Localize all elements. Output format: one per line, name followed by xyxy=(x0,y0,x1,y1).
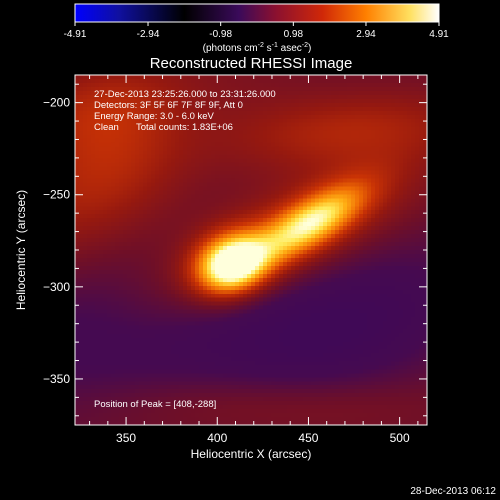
colorbar-tick-label: -4.91 xyxy=(64,29,87,40)
colorbar-tick-label: 4.91 xyxy=(429,29,449,40)
y-axis-label: Heliocentric Y (arcsec) xyxy=(14,190,28,310)
heatmap-image xyxy=(75,75,427,425)
x-tick-label: 350 xyxy=(116,431,136,445)
x-tick-label: 500 xyxy=(390,431,410,445)
colorbar-tick-label: 0.98 xyxy=(284,29,304,40)
annotation-detectors: Detectors: 3F 5F 6F 7F 8F 9F, Att 0 xyxy=(94,100,243,111)
annotation-clean: Clean xyxy=(94,122,119,133)
chart-title: Reconstructed RHESSI Image xyxy=(150,55,353,72)
heatmap-canvas xyxy=(75,75,427,425)
annotation-time-range: 27-Dec-2013 23:25:26.000 to 23:31:26.000 xyxy=(94,89,276,100)
y-tick-label: −200 xyxy=(43,96,70,110)
x-axis-ticks: 350 400 450 500 xyxy=(89,75,419,445)
annotation-energy: Energy Range: 3.0 - 6.0 keV xyxy=(94,111,215,122)
colorbar: -4.91 -2.94 -0.98 0.98 2.94 4.91 (photons cm-… xyxy=(64,3,449,54)
y-tick-label: −350 xyxy=(43,372,70,386)
colorbar-tick-label: -0.98 xyxy=(209,29,232,40)
footer-date: 28-Dec-2013 06:12 xyxy=(410,486,496,497)
colorbar-tick-label: 2.94 xyxy=(356,29,376,40)
y-axis-ticks: −200 −250 −300 −350 xyxy=(43,83,427,417)
x-tick-label: 450 xyxy=(298,431,318,445)
y-tick-label: −250 xyxy=(43,188,70,202)
annotation-peak-position: Position of Peak = [408,-288] xyxy=(94,399,216,410)
colorbar-gradient xyxy=(74,3,440,23)
colorbar-tick-label: -2.94 xyxy=(137,29,160,40)
x-tick-label: 400 xyxy=(207,431,227,445)
annotation-counts: Total counts: 1.83E+06 xyxy=(136,122,233,133)
colorbar-units: (photons cm-2 s-1 asec-2) xyxy=(203,42,312,54)
image-annotations: 27-Dec-2013 23:25:26.000 to 23:31:26.000… xyxy=(94,89,276,410)
y-tick-label: −300 xyxy=(43,280,70,294)
x-axis-label: Heliocentric X (arcsec) xyxy=(191,447,312,461)
colorbar-ticks: -4.91 -2.94 -0.98 0.98 2.94 4.91 xyxy=(64,22,449,40)
